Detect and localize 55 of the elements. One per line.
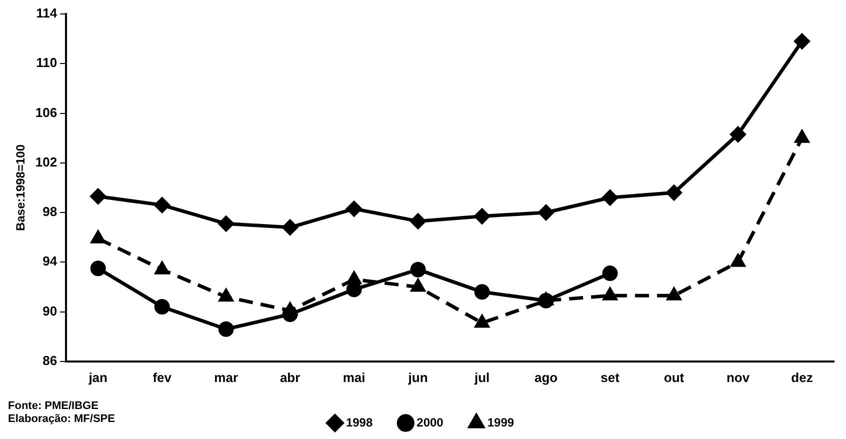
point <box>91 230 106 244</box>
point <box>218 216 234 232</box>
point <box>603 288 617 300</box>
y-tick-label: 102 <box>35 154 58 170</box>
point <box>283 302 298 316</box>
point <box>731 254 745 267</box>
legend-label: 1999 <box>487 415 514 430</box>
point <box>474 284 490 300</box>
x-tick-label: mai <box>342 370 366 385</box>
point <box>538 204 554 220</box>
x-tick-label: jan <box>88 370 108 385</box>
x-tick-label: fev <box>152 370 172 385</box>
point <box>90 188 106 204</box>
point <box>475 315 489 328</box>
y-tick-label: 90 <box>42 303 58 318</box>
point <box>474 208 490 224</box>
point <box>602 266 618 282</box>
x-tick-label: ago <box>534 370 558 385</box>
point <box>602 190 618 206</box>
y-tick-label: 94 <box>42 254 58 269</box>
point <box>90 260 106 276</box>
y-axis-title: Base:1998=100 <box>14 144 28 231</box>
point <box>219 289 234 302</box>
y-tick-label: 110 <box>36 55 58 70</box>
point <box>666 184 682 200</box>
x-tick-label: jul <box>473 370 490 385</box>
y-tick-label: 106 <box>35 104 58 120</box>
point <box>282 220 298 236</box>
x-tick-label: set <box>600 370 620 385</box>
x-tick-label: dez <box>791 370 814 385</box>
x-tick-label: abr <box>280 370 300 385</box>
point <box>794 34 810 50</box>
point <box>346 201 362 217</box>
point <box>539 292 553 306</box>
legend-label: 1998 <box>346 415 373 430</box>
y-tick-label: 86 <box>42 352 58 368</box>
point <box>411 279 425 292</box>
x-tick-label: jun <box>407 370 428 385</box>
point <box>154 197 170 213</box>
text: Elaboração: MF/SPE <box>8 413 115 426</box>
y-tick-label: 98 <box>42 204 58 220</box>
point <box>667 288 681 300</box>
point <box>730 126 746 142</box>
point <box>347 272 362 284</box>
point <box>410 213 426 229</box>
point <box>154 299 170 315</box>
legend-label: 2000 <box>416 415 444 430</box>
point <box>155 262 170 274</box>
point <box>410 262 426 278</box>
y-tick-label: 114 <box>36 6 58 21</box>
source-note: Fonte: PME/IBGE <box>8 400 100 413</box>
x-tick-label: out <box>664 370 685 385</box>
x-tick-label: mar <box>214 370 238 385</box>
x-tick-label: nov <box>726 370 750 385</box>
point <box>218 321 234 337</box>
